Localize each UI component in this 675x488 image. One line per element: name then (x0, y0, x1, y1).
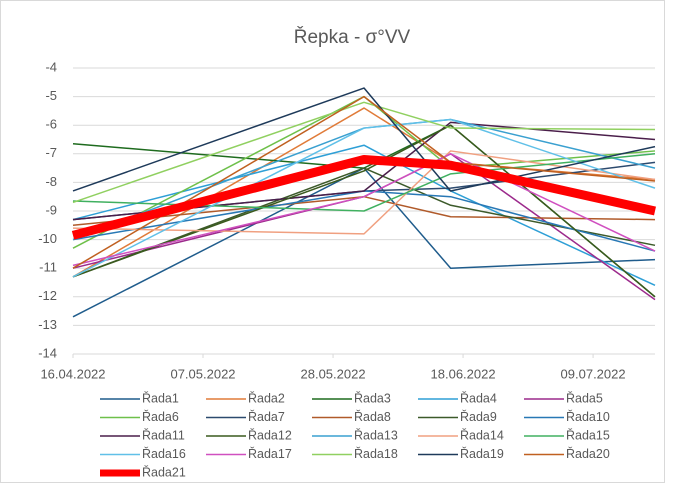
y-tick-label: -7 (45, 145, 57, 160)
legend-label: Řada10 (566, 409, 610, 424)
series-line (71, 155, 656, 240)
legend-label: Řada1 (142, 390, 179, 405)
legend-label: Řada4 (460, 390, 497, 405)
y-tick-label: -11 (39, 260, 57, 275)
legend-label: Řada12 (248, 427, 292, 442)
legend-label: Řada17 (248, 446, 292, 461)
legend-label: Řada20 (566, 446, 610, 461)
legend-label: Řada7 (248, 409, 285, 424)
series-line (72, 153, 656, 212)
chart-title: Řepka - σ°VV (294, 26, 411, 48)
legend-label: Řada3 (354, 390, 391, 405)
legend-label: Řada14 (460, 427, 504, 442)
y-tick-label: -6 (45, 117, 57, 132)
y-tick-label: -12 (38, 288, 57, 303)
series-line (72, 167, 656, 278)
x-tick-label: 18.06.2022 (431, 366, 496, 381)
series-line (72, 124, 656, 298)
legend-label: Řada8 (354, 409, 391, 424)
legend-label: Řada9 (460, 409, 497, 424)
y-tick-label: -4 (45, 59, 57, 74)
y-tick-label: -14 (38, 345, 57, 360)
legend-label: Řada6 (142, 409, 179, 424)
y-tick-label: -9 (45, 202, 57, 217)
legend-label: Řada2 (248, 390, 285, 405)
chart-frame (0, 0, 665, 483)
legend-label: Řada13 (354, 427, 398, 442)
series-line (72, 195, 656, 227)
legend-label: Řada5 (566, 390, 603, 405)
y-tick-label: -8 (45, 174, 57, 189)
series-line (72, 95, 656, 269)
y-tick-label: -5 (45, 88, 57, 103)
y-tick-label: -10 (38, 231, 57, 246)
series-line (72, 153, 656, 267)
series-line (72, 101, 656, 204)
x-tick-label: 07.05.2022 (170, 366, 235, 381)
y-tick-label: -13 (38, 317, 57, 332)
x-tick-label: 28.05.2022 (301, 366, 366, 381)
legend-label: Řada19 (460, 446, 504, 461)
legend-label: Řada18 (354, 446, 398, 461)
series-line (72, 118, 656, 278)
series-line (72, 95, 656, 249)
series-line (72, 87, 656, 192)
legend-label: Řada15 (566, 427, 610, 442)
legend-label: Řada21 (142, 464, 186, 479)
legend-label: Řada11 (142, 427, 185, 442)
legend-label: Řada16 (142, 446, 186, 461)
x-tick-label: 09.07.2022 (561, 366, 626, 381)
series-line (72, 190, 656, 252)
series-line (72, 167, 656, 318)
x-tick-label: 16.04.2022 (40, 366, 105, 381)
